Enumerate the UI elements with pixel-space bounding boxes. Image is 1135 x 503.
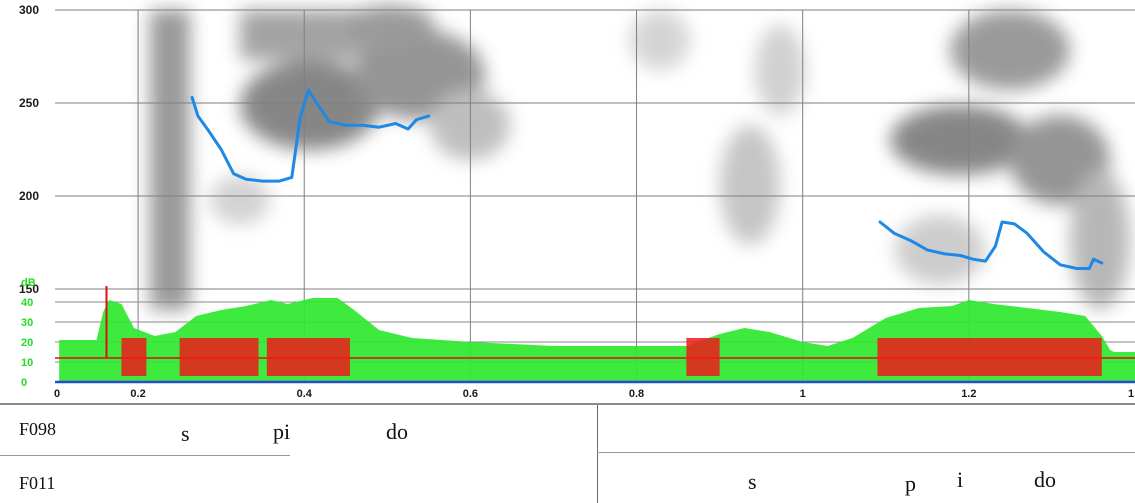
row-separator-right — [597, 452, 1135, 453]
pitch-contour — [878, 220, 1104, 270]
waveform-burst — [121, 338, 147, 376]
spectrogram-shading — [150, 5, 1130, 310]
annotation-panel: F098 s pi do F011 s p i do — [0, 403, 1135, 503]
time-tick-label: 0.6 — [463, 388, 478, 400]
waveform-burst — [266, 338, 350, 376]
waveform-burst — [877, 338, 1102, 376]
speaker-label-f098: F098 — [19, 419, 57, 439]
time-tick-label: 0.4 — [297, 388, 313, 400]
time-tick-label: 0.8 — [629, 388, 644, 400]
speaker-label-f011: F011 — [19, 473, 56, 493]
pitch-layer — [190, 88, 1104, 270]
intensity-layer — [55, 286, 1135, 382]
time-axis-end-label: 1 — [1128, 388, 1134, 400]
time-tick-label: 1.2 — [961, 388, 976, 400]
pitch-tick-label: 300 — [19, 3, 39, 17]
pitch-tick-label: 200 — [19, 189, 39, 203]
waveform-burst — [686, 338, 720, 376]
db-tick-label: 40 — [21, 297, 33, 309]
syllable-i: i — [957, 467, 964, 492]
pitch-tick-label: 150 — [19, 282, 39, 296]
syllable-p: p — [905, 471, 916, 496]
pitch-contour — [190, 88, 431, 183]
syllable-pi: pi — [273, 419, 291, 444]
time-axis-start-label: 0 — [54, 388, 60, 400]
time-axis-ticks: 0.2 0.4 0.6 0.8 1 1.2 0 1 — [54, 388, 1134, 400]
waveform-burst — [179, 338, 259, 376]
syllable-do: do — [386, 419, 408, 444]
time-tick-label: 1 — [800, 388, 806, 400]
db-tick-label: 20 — [21, 337, 33, 349]
db-tick-label: 10 — [21, 357, 33, 369]
pitch-tick-label: 250 — [19, 96, 39, 110]
time-tick-label: 0.2 — [130, 388, 145, 400]
syllable-s: s — [748, 469, 757, 494]
syllable-do: do — [1034, 467, 1056, 492]
db-tick-label: 0 — [21, 377, 27, 389]
db-unit-label: dB — [21, 277, 36, 289]
pitch-axis-ticks: 150 200 250 300 — [19, 3, 39, 296]
annotation-divider — [597, 405, 598, 503]
db-tick-label: 30 — [21, 317, 33, 329]
row-separator-left — [0, 455, 290, 456]
db-axis-ticks: 0 10 20 30 40 — [21, 297, 33, 389]
syllable-s: s — [181, 421, 190, 446]
